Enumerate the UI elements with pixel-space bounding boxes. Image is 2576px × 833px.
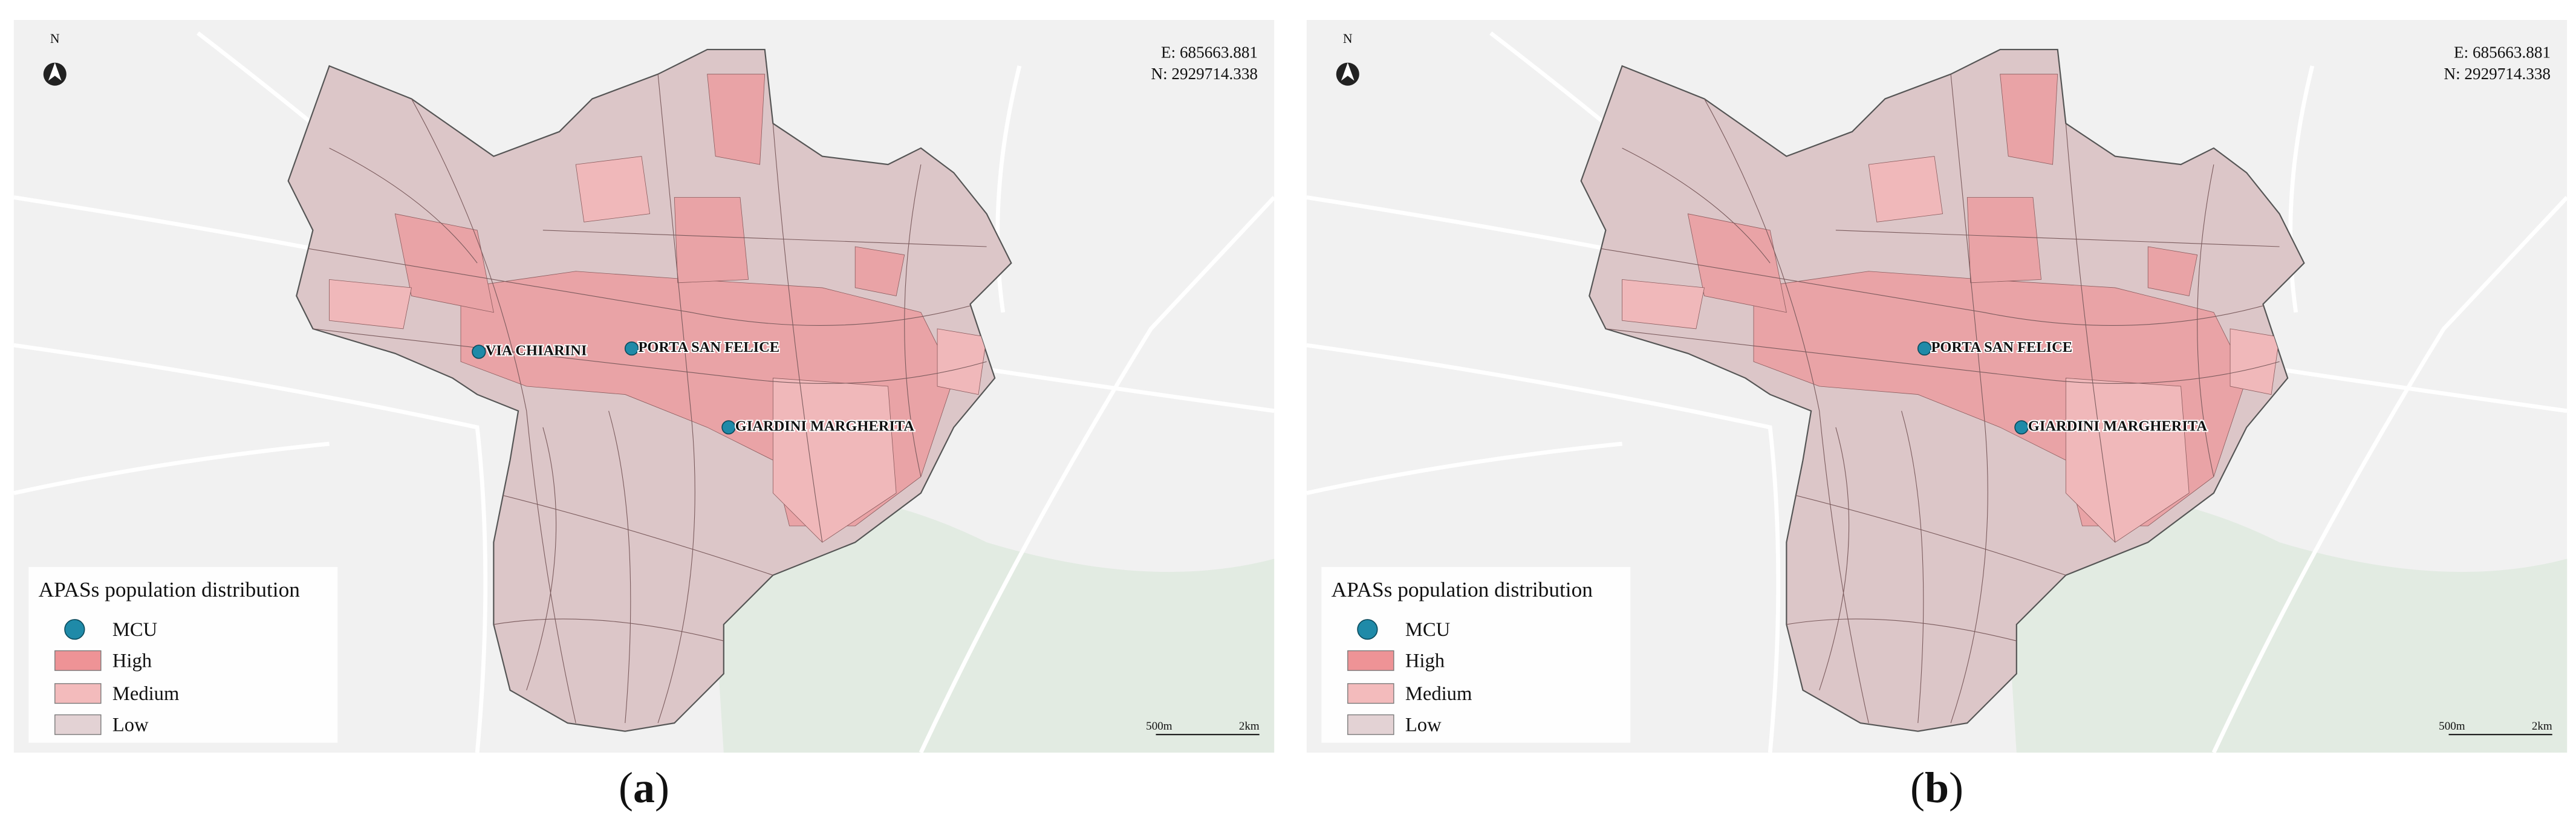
scale-left: 500m (1146, 720, 1173, 733)
legend-title: APASs population distribution (39, 578, 301, 601)
caption-close: ) (655, 763, 669, 812)
scale-right: 2km (1239, 720, 1260, 733)
caption: (a) (523, 763, 765, 813)
coord-n: N: 2929714.338 (2444, 65, 2551, 83)
mcu-label: GIARDINI MARGHERITA (2028, 418, 2208, 435)
scale-left: 500m (2439, 720, 2465, 733)
legend-swatch (1357, 619, 1378, 640)
mcu-point (2014, 420, 2029, 435)
mcu-point (624, 341, 639, 356)
legend-swatch (54, 714, 102, 735)
map-panel: N E: 685663.881 N: 2929714.338 VIA CHIARINI… (13, 20, 1275, 753)
mcu-label: GIARDINI MARGHERITA (735, 418, 915, 435)
caption-letter: a (633, 763, 655, 812)
caption-open: ( (1910, 763, 1925, 812)
coord-n: N: 2929714.338 (1151, 65, 1258, 83)
legend-label: Medium (1405, 683, 1472, 705)
north-label: N (50, 31, 60, 46)
caption-letter: b (1924, 763, 1950, 812)
coord-e: E: 685663.881 (1161, 44, 1258, 62)
mcu-label: VIA CHIARINI (486, 343, 587, 359)
north-arrow-tip (48, 62, 62, 81)
caption-close: ) (1949, 763, 1963, 812)
mcu-point (472, 345, 486, 359)
north-label: N (1343, 31, 1353, 46)
legend-label: MCU (1405, 619, 1450, 641)
mcu-point (1917, 341, 1932, 356)
legend-swatch (54, 650, 102, 671)
legend-label: High (1405, 650, 1445, 672)
map-panel: N E: 685663.881 N: 2929714.338 PORTA SAN FE… (1306, 20, 2568, 753)
scale-right: 2km (2532, 720, 2552, 733)
legend-swatch (64, 619, 85, 640)
legend-label: Medium (112, 683, 179, 705)
north-arrow-tip (1341, 62, 1355, 81)
legend-label: Low (112, 715, 149, 736)
legend-label: High (112, 650, 152, 672)
legend-title: APASs population distribution (1332, 578, 1593, 601)
legend-label: Low (1405, 715, 1442, 736)
legend-swatch (54, 683, 102, 704)
coord-e: E: 685663.881 (2454, 44, 2551, 62)
legend-label: MCU (112, 619, 157, 641)
legend-swatch (1347, 683, 1394, 704)
caption-open: ( (619, 763, 633, 812)
legend-swatch (1347, 714, 1394, 735)
mcu-label: PORTA SAN FELICE (638, 339, 779, 355)
mcu-point (721, 420, 736, 435)
legend-swatch (1347, 650, 1394, 671)
caption: (b) (1816, 763, 2058, 813)
mcu-label: PORTA SAN FELICE (1931, 339, 2072, 355)
